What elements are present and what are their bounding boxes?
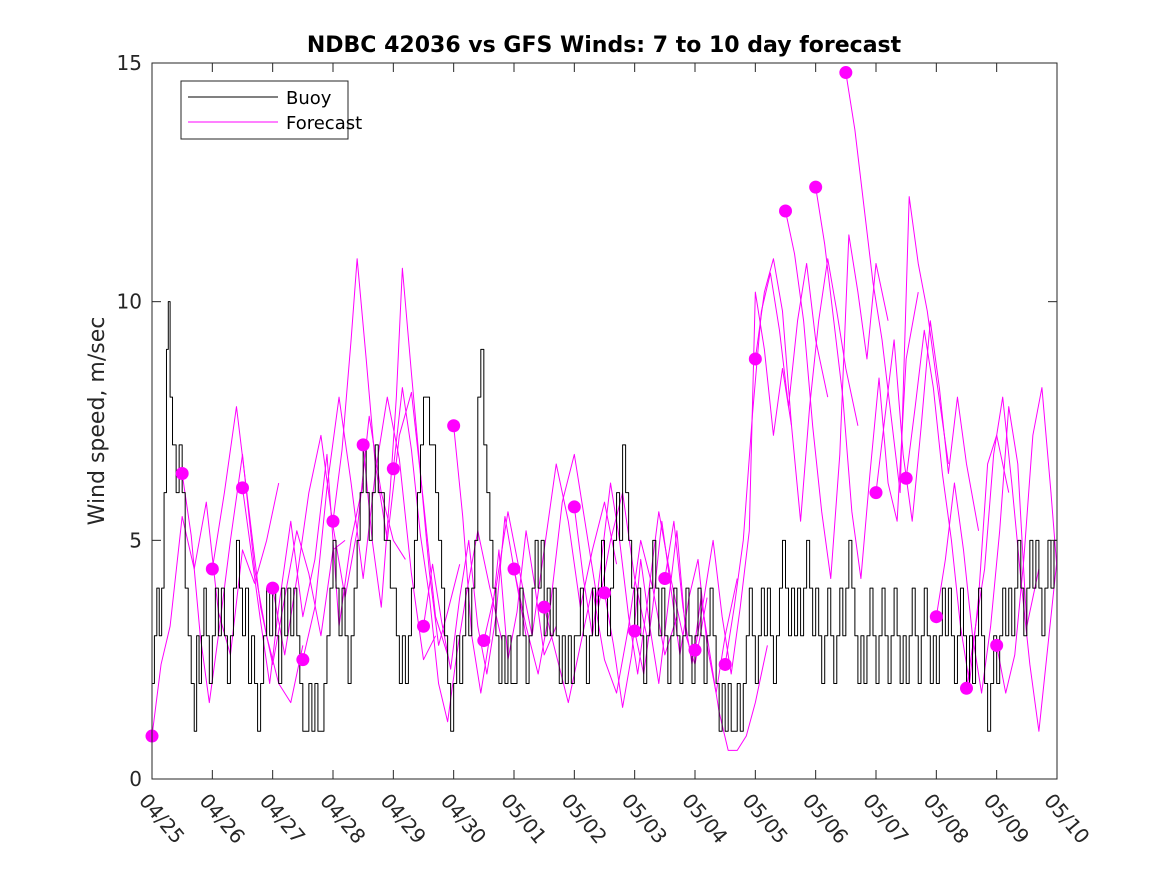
forecast-series-line [785,210,889,580]
forecast-series-line [875,320,980,531]
forecast-start-point [266,581,280,595]
forecast-start-point [929,610,943,624]
forecast-start-point [628,624,642,638]
forecast-start-point [809,180,823,194]
forecast-series-line [453,425,557,694]
chart-title: NDBC 42036 vs GFS Winds: 7 to 10 day for… [307,33,902,58]
forecast-start-point [537,600,551,614]
y-tick-label: 0 [129,767,142,791]
forecast-start-point [447,419,461,433]
forecast-series-line [754,258,859,522]
forecast-series-line [664,520,768,751]
forecast-start-point [990,638,1004,652]
forecast-start-point [296,653,310,667]
series-layer [152,72,1057,751]
forecast-start-point [688,643,702,657]
forecast-start-point [598,586,611,600]
forecast-series-line [242,453,364,685]
forecast-start-point [658,572,672,586]
forecast-start-point [869,486,883,500]
forecast-series-line [332,258,449,656]
legend-label-forecast: Forecast [286,113,362,134]
forecast-start-point [326,514,340,528]
forecast-series-line [905,329,1010,685]
marker-layer [145,66,1004,743]
forecast-series-line [573,482,684,675]
y-axis-label: Wind speed, m/sec [85,317,110,526]
forecast-start-point [477,634,491,648]
forecast-series-line [513,453,648,675]
forecast-series-line [181,453,304,704]
forecast-series-line [996,387,1057,694]
forecast-series-line [543,539,678,704]
y-tick-label: 5 [129,528,142,552]
forecast-series-line [272,415,406,656]
legend-box [180,80,349,140]
forecast-series-line [211,406,346,665]
forecast-series-line [694,291,793,675]
forecast-start-point [507,562,521,576]
forecast-start-point [960,681,973,695]
forecast-start-point [175,467,189,481]
forecast-series-line [815,187,919,580]
forecast-start-point [899,471,913,485]
forecast-series-line [845,72,949,494]
legend: Buoy Forecast [180,80,362,140]
forecast-start-point [417,619,430,633]
forecast-start-point [779,204,792,218]
forecast-start-point [839,66,853,80]
legend-label-buoy: Buoy [286,88,332,109]
forecast-series-line [724,262,829,665]
forecast-series-line [423,515,527,675]
forecast-start-point [567,500,581,514]
forecast-start-point [205,562,219,576]
y-tick-label: 15 [117,51,142,75]
forecast-start-point [356,438,370,452]
forecast-series-line [483,463,618,641]
forecast-series-line [935,406,1040,694]
forecast-start-point [386,462,400,476]
forecast-series-line [604,530,708,708]
forecast-start-point [236,481,249,495]
plot-frame [151,62,1058,780]
forecast-series-line [392,387,503,723]
forecast-start-point [718,657,732,671]
y-tick-label: 10 [117,290,142,314]
forecast-series-line [362,267,461,646]
forecast-start-point [748,352,762,366]
